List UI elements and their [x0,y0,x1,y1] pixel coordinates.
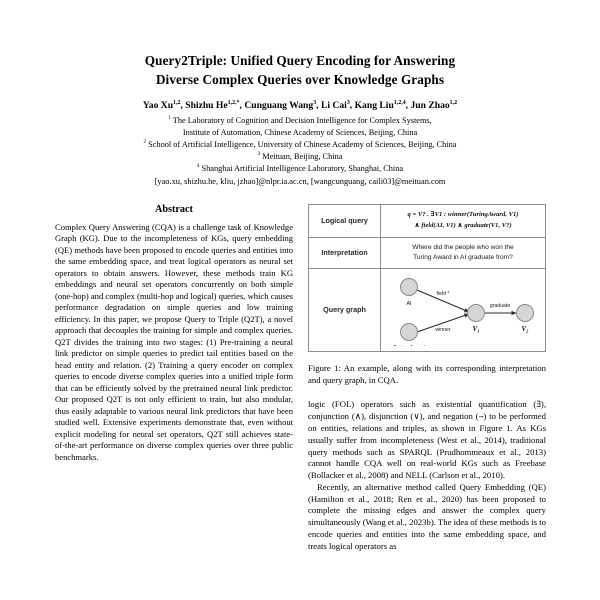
author-affil-marker: 1,2 [449,100,458,107]
title-line-2: Diverse Complex Queries over Knowledge G… [155,71,445,87]
author-affil-marker: 3 [313,100,317,107]
node-label-turing-award: Turing Award [393,345,424,346]
logical-query-formula-line-1: q = V? . ∃V1 : winner(TuringAward, V1) [407,211,519,218]
abstract-heading: Abstract [155,204,193,215]
author-list: Yao Xu1,2, Shizhu He1,2,*, Cunguang Wang… [142,100,458,112]
query-graph-svg: AI Turing Award V₁ V₂ field-1 winner gra… [393,277,534,346]
edge-winner [416,313,470,333]
node-turing-award [400,322,418,341]
author-affil-marker: 3 [346,100,350,107]
figure-row-label: Interpretation [309,237,381,268]
node-label-v2: V₂ [521,325,529,333]
right-column-paragraph-2: Recently, an alternative method called Q… [308,481,546,551]
affiliation-marker: 3 [257,150,261,157]
node-label-v1: V₁ [472,325,479,333]
author-name: Li Cai [320,100,347,112]
right-column: Logical query q = V? . ∃V1 : winner(Turi… [308,204,546,553]
logical-query-formula-line-2: ∧ field(AI, V1) ∧ graduate(V1, V?) [414,221,512,229]
figure-row-content: q = V? . ∃V1 : winner(TuringAward, V1) ∧… [381,205,545,237]
affiliation-2: 2 School of Artificial Intelligence, Uni… [52,139,548,151]
left-column: Abstract Complex Query Answering (CQA) i… [52,204,296,553]
author-4: Kang Liu1,2,4 [355,100,406,111]
affiliation-text: The Laboratory of Cognition and Decision… [172,116,432,126]
edge-label-winner: winner [435,327,451,333]
right-column-paragraph-1: logic (FOL) operators such as existentia… [308,399,546,481]
author-name: Yao Xu [142,100,174,112]
author-affil-marker: 1,2,4 [393,100,406,107]
title-line-1: Query2Triple: Unified Query Encoding for… [144,53,456,68]
author-name: Shizhu He [185,100,228,112]
edge-label-graduate: graduate [490,303,511,309]
contact-emails: [yao.xu, shizhu.he, kliu, jzhao]@nlpr.ia… [154,176,446,186]
author-2: Cunguang Wang3 [244,100,316,111]
affiliation-list: 1 The Laboratory of Cognition and Decisi… [52,115,548,174]
figure-row-logical-query: Logical query q = V? . ∃V1 : winner(Turi… [309,205,545,238]
node-v2 [516,303,534,322]
figure-1-caption: Figure 1: An example, along with its cor… [308,362,546,385]
affiliation-4: 4 Shanghai Artificial Intelligence Labor… [52,163,548,175]
page-title: Query2Triple: Unified Query Encoding for… [52,52,548,89]
figure-row-query-graph: Query graph [309,268,545,351]
affiliation-1-line-1: 1 The Laboratory of Cognition and Decisi… [52,115,548,127]
author-0: Yao Xu1,2 [143,100,181,111]
figure-row-interpretation: Interpretation Where did the people who … [309,237,545,269]
interpretation-line-1: Where did the people who won the [412,243,514,251]
two-column-body: Abstract Complex Query Answering (CQA) i… [0,204,600,553]
figure-row-label: Logical query [309,205,381,237]
paper-header: Query2Triple: Unified Query Encoding for… [0,0,600,188]
affiliation-1-line-2: Institute of Automation, Chinese Academy… [182,128,418,138]
abstract-paragraph: Complex Query Answering (CQA) is a chall… [55,222,293,462]
edge-label-field: field-1 [437,290,450,297]
figure-row-content: Where did the people who won the Turing … [381,238,545,268]
figure-1: Logical query q = V? . ∃V1 : winner(Turi… [308,204,546,352]
affiliation-3: 3 Meituan, Beijing, China [52,151,548,163]
author-name: Kang Liu [354,100,394,112]
author-name: Jun Zhao [410,100,450,112]
query-graph-diagram: AI Turing Award V₁ V₂ field-1 winner gra… [385,274,545,346]
figure-row-content: AI Turing Award V₁ V₂ field-1 winner gra… [381,269,549,351]
node-v1 [467,303,485,322]
author-affil-marker: 1,2 [173,100,181,107]
author-3: Li Cai3 [321,100,350,111]
author-1: Shizhu He1,2,* [185,100,239,111]
affiliation-marker: 2 [143,139,147,146]
node-label-ai: AI [406,301,411,307]
author-name: Cunguang Wang [244,100,314,112]
edge-field-inverse [416,289,470,313]
interpretation-line-2: Turing Award in AI graduate from? [413,253,513,261]
node-ai [400,277,418,296]
author-affil-marker: 1,2,* [227,100,240,107]
affiliation-marker: 4 [196,162,200,169]
author-5: Jun Zhao1,2 [410,100,457,111]
affiliation-text: Meituan, Beijing, China [262,151,343,161]
figure-row-label: Query graph [309,268,381,351]
affiliation-text: Shanghai Artificial Intelligence Laborat… [201,163,404,173]
affiliation-text: School of Artificial Intelligence, Unive… [148,139,457,149]
affiliation-marker: 1 [168,115,171,122]
